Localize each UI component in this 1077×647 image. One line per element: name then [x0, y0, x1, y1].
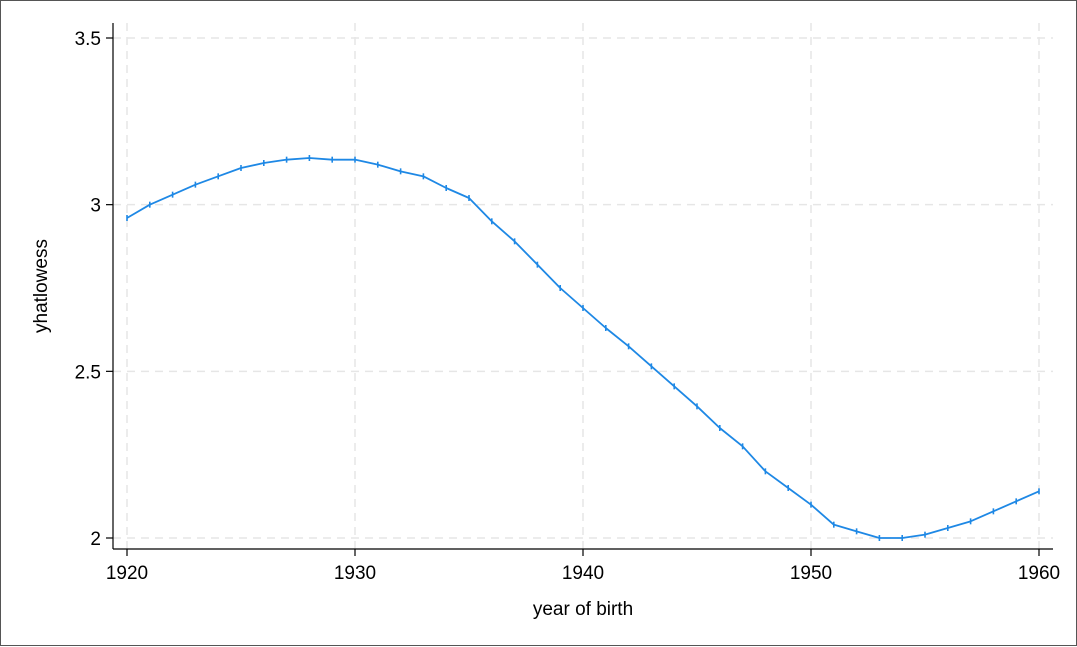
y-tick-label: 2.5: [75, 362, 101, 383]
x-axis-title: year of birth: [533, 599, 633, 620]
axes: [112, 23, 1053, 550]
y-axis-title: yhatlowess: [31, 239, 52, 333]
x-tick-label: 1920: [106, 563, 148, 584]
y-tick-label: 2: [90, 529, 101, 550]
x-tick-label: 1940: [562, 563, 604, 584]
x-tick-label: 1960: [1018, 563, 1060, 584]
ticks: 1920 1930 1940 1950 1960 2 2.5 3 3.5: [75, 29, 1061, 584]
y-tick-label: 3.5: [75, 29, 101, 50]
x-tick-label: 1930: [334, 563, 376, 584]
series-layer: [126, 155, 1040, 541]
x-tick-label: 1950: [790, 563, 832, 584]
grid: [113, 23, 1053, 549]
y-tick-label: 3: [90, 196, 101, 217]
